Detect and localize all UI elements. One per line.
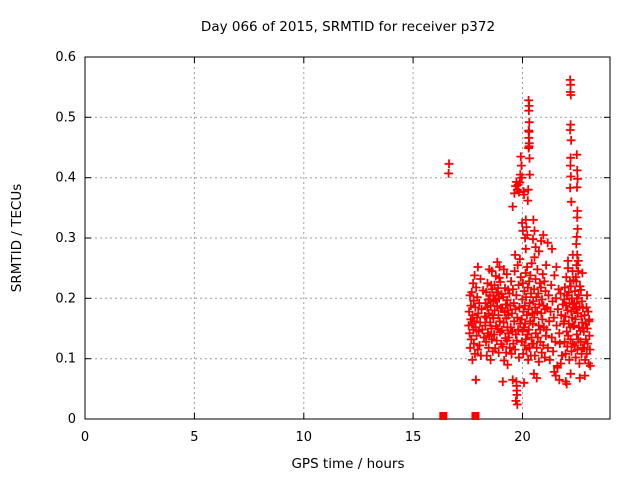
y-tick-label: 0.3	[55, 231, 76, 246]
zero-marker-square	[471, 412, 480, 420]
zero-marker-square	[439, 412, 448, 420]
x-tick-label: 0	[81, 430, 89, 445]
chart-title: Day 066 of 2015, SRMTID for receiver p37…	[201, 19, 495, 35]
plot-border	[84, 56, 611, 420]
y-axis-label: SRMTID / TECUs	[9, 184, 25, 292]
x-tick-label: 20	[514, 430, 531, 445]
x-tick-label: 10	[296, 430, 313, 445]
y-tick-label: 0.5	[55, 110, 76, 125]
data-points	[439, 75, 595, 420]
tick-labels: 0 5 10 15 20 0 0.1 0.2 0.3 0.4 0.5 0.6	[55, 50, 530, 445]
srmtid-plus-markers	[444, 75, 595, 409]
x-tick-label: 5	[190, 430, 198, 445]
y-tick-label: 0.1	[55, 352, 76, 367]
y-tick-label: 0.6	[55, 50, 76, 65]
y-tick-label: 0	[68, 412, 76, 427]
x-axis-label: GPS time / hours	[291, 456, 404, 472]
y-tick-label: 0.2	[55, 291, 76, 306]
x-tick-label: 15	[405, 430, 422, 445]
y-tick-label: 0.4	[55, 171, 76, 186]
